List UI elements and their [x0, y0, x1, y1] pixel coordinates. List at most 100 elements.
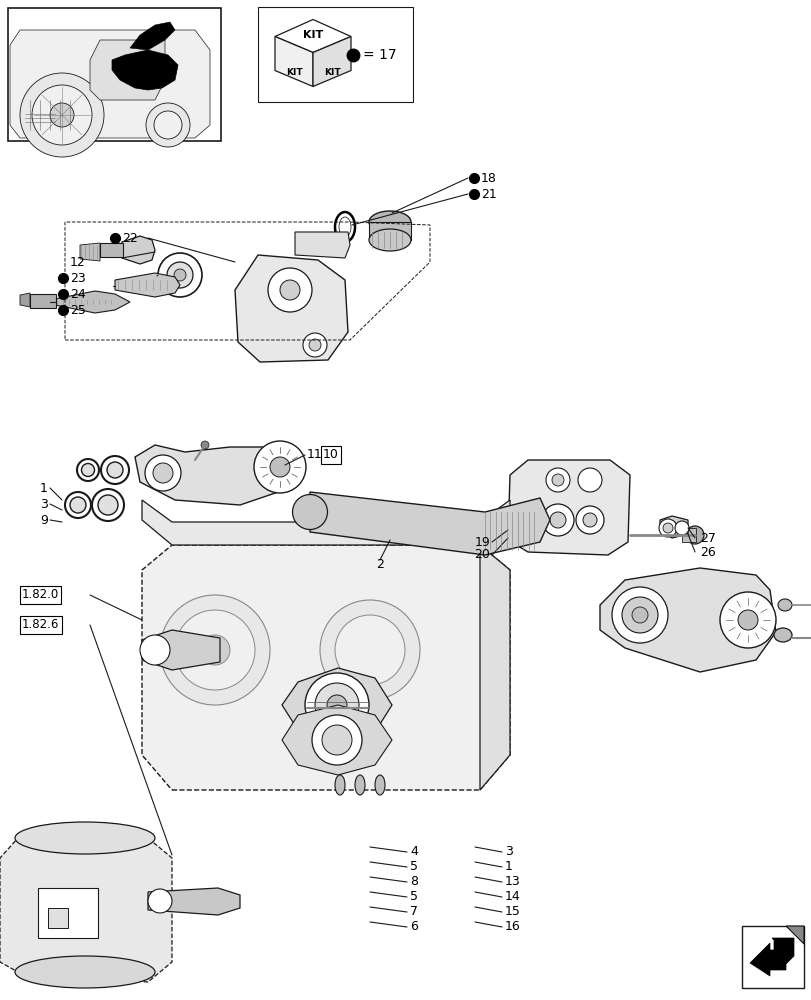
- Text: 14: 14: [504, 890, 520, 904]
- Ellipse shape: [335, 775, 345, 795]
- Circle shape: [270, 457, 290, 477]
- Ellipse shape: [292, 494, 327, 530]
- Polygon shape: [275, 20, 350, 53]
- Bar: [30, 294, 56, 308]
- Circle shape: [611, 587, 667, 643]
- Circle shape: [575, 506, 603, 534]
- Polygon shape: [0, 838, 172, 982]
- Circle shape: [201, 441, 208, 449]
- Text: 5: 5: [410, 860, 418, 874]
- Circle shape: [621, 597, 657, 633]
- Ellipse shape: [98, 495, 118, 515]
- Bar: [258, 7, 413, 102]
- Circle shape: [315, 683, 358, 727]
- Polygon shape: [785, 926, 803, 944]
- Circle shape: [322, 725, 351, 755]
- Circle shape: [20, 73, 104, 157]
- Polygon shape: [115, 273, 180, 297]
- Circle shape: [719, 592, 775, 648]
- Text: KIT: KIT: [285, 68, 302, 77]
- Text: = 17: = 17: [363, 48, 396, 62]
- Ellipse shape: [77, 459, 99, 481]
- Circle shape: [631, 607, 647, 623]
- Polygon shape: [122, 236, 155, 264]
- Circle shape: [154, 111, 182, 139]
- Text: 26: 26: [699, 546, 714, 558]
- Circle shape: [545, 468, 569, 492]
- Text: 1: 1: [40, 482, 48, 494]
- Polygon shape: [55, 291, 130, 313]
- Circle shape: [175, 610, 255, 690]
- Text: 21: 21: [480, 188, 496, 201]
- Bar: [8, 8, 221, 141]
- Circle shape: [152, 463, 173, 483]
- Circle shape: [160, 595, 270, 705]
- Circle shape: [303, 333, 327, 357]
- Text: 3: 3: [504, 845, 513, 858]
- Ellipse shape: [777, 599, 791, 611]
- Circle shape: [551, 474, 564, 486]
- Text: 18: 18: [480, 172, 496, 185]
- Ellipse shape: [338, 217, 350, 237]
- Circle shape: [148, 889, 172, 913]
- Text: 9: 9: [40, 514, 48, 526]
- Circle shape: [335, 615, 405, 685]
- Bar: [368, 222, 410, 240]
- Circle shape: [737, 610, 757, 630]
- Text: 13: 13: [504, 876, 520, 888]
- Polygon shape: [130, 22, 175, 50]
- Circle shape: [280, 280, 299, 300]
- Polygon shape: [294, 232, 350, 258]
- Text: KIT: KIT: [303, 30, 323, 40]
- Polygon shape: [310, 492, 549, 555]
- Polygon shape: [142, 500, 509, 545]
- Text: 20: 20: [474, 548, 489, 562]
- Text: 7: 7: [410, 905, 418, 918]
- Circle shape: [549, 512, 565, 528]
- Bar: [100, 243, 122, 257]
- Text: 12: 12: [70, 255, 86, 268]
- Circle shape: [254, 441, 306, 493]
- Ellipse shape: [107, 462, 122, 478]
- Circle shape: [327, 695, 346, 715]
- Circle shape: [146, 103, 190, 147]
- Circle shape: [167, 262, 193, 288]
- Circle shape: [659, 519, 676, 537]
- Ellipse shape: [368, 229, 410, 251]
- Text: 8: 8: [410, 876, 418, 888]
- Text: 5: 5: [410, 890, 418, 904]
- Polygon shape: [479, 545, 509, 790]
- Polygon shape: [135, 445, 302, 505]
- Ellipse shape: [354, 775, 365, 795]
- Polygon shape: [112, 50, 178, 90]
- Polygon shape: [142, 545, 509, 790]
- Ellipse shape: [65, 492, 91, 518]
- Polygon shape: [10, 30, 210, 138]
- Text: KIT: KIT: [324, 68, 340, 77]
- Polygon shape: [281, 705, 392, 775]
- Ellipse shape: [92, 489, 124, 521]
- Circle shape: [577, 468, 601, 492]
- Circle shape: [582, 513, 596, 527]
- Circle shape: [200, 635, 230, 665]
- Text: 24: 24: [70, 288, 86, 300]
- Circle shape: [32, 85, 92, 145]
- Polygon shape: [599, 568, 775, 672]
- Circle shape: [268, 268, 311, 312]
- Circle shape: [174, 269, 186, 281]
- Circle shape: [541, 504, 573, 536]
- Polygon shape: [771, 938, 793, 966]
- Ellipse shape: [101, 456, 129, 484]
- Ellipse shape: [368, 211, 410, 233]
- Polygon shape: [508, 460, 629, 555]
- Polygon shape: [281, 668, 392, 742]
- Polygon shape: [90, 40, 165, 100]
- Ellipse shape: [15, 822, 155, 854]
- Text: 22: 22: [122, 232, 138, 244]
- Text: 19: 19: [474, 536, 489, 548]
- Text: 2: 2: [375, 558, 384, 570]
- Polygon shape: [148, 888, 240, 915]
- Text: 6: 6: [410, 920, 418, 933]
- Ellipse shape: [81, 464, 94, 477]
- Bar: [681, 528, 695, 542]
